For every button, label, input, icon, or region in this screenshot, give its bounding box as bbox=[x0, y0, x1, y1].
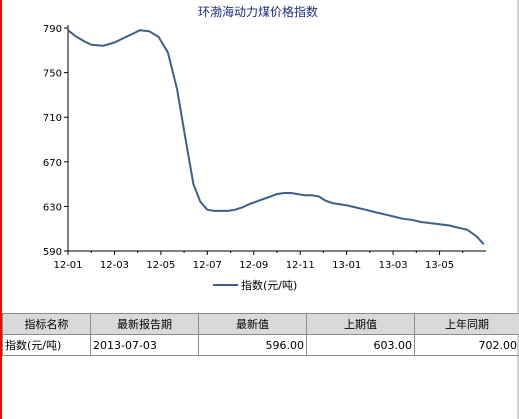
header-previous-value: 上期值 bbox=[306, 313, 415, 335]
header-latest-period: 最新报告期 bbox=[90, 313, 199, 335]
y-tick-label: 630 bbox=[43, 202, 62, 213]
series-line bbox=[67, 29, 485, 245]
cell-previous-value: 603.00 bbox=[306, 334, 415, 356]
x-ticks: 12-01 12-03 12-05 12-07 12-09 12-11 13-01 13-03… bbox=[53, 251, 464, 271]
x-tick-label: 12-05 bbox=[146, 260, 175, 271]
indicator-table: 指标名称 最新报告期 最新值 上期值 上年同期 指数(元/吨) 2013-07-… bbox=[2, 313, 519, 356]
frame-right-edge bbox=[517, 0, 519, 419]
x-tick-label: 12-03 bbox=[100, 260, 129, 271]
y-tick-label: 710 bbox=[43, 113, 62, 124]
chart-title: 环渤海动力煤价格指数 bbox=[198, 4, 318, 19]
line-chart: 环渤海动力煤价格指数 790 750 710 670 630 590 12-01 12-03… bbox=[43, 4, 486, 292]
header-latest-value: 最新值 bbox=[198, 313, 307, 335]
x-tick-label: 12-07 bbox=[193, 260, 222, 271]
x-tick-label: 12-09 bbox=[239, 260, 268, 271]
header-year-ago-value: 上年同期 bbox=[414, 313, 519, 335]
cell-latest-period: 2013-07-03 bbox=[90, 334, 199, 356]
cell-latest-value: 596.00 bbox=[198, 334, 307, 356]
x-tick-label: 12-11 bbox=[286, 260, 315, 271]
cell-indicator-name: 指数(元/吨) bbox=[2, 334, 91, 356]
header-indicator-name: 指标名称 bbox=[2, 313, 91, 335]
y-ticks: 790 750 710 670 630 590 bbox=[43, 24, 68, 258]
table-row: 指数(元/吨) 2013-07-03 596.00 603.00 702.00 bbox=[2, 334, 519, 356]
cell-year-ago-value: 702.00 bbox=[414, 334, 519, 356]
x-tick-label: 13-05 bbox=[425, 260, 454, 271]
x-tick-label: 13-01 bbox=[332, 260, 361, 271]
y-tick-label: 670 bbox=[43, 158, 62, 169]
y-tick-label: 590 bbox=[43, 247, 62, 258]
legend-label: 指数(元/吨) bbox=[241, 278, 297, 292]
table-header-row: 指标名称 最新报告期 最新值 上期值 上年同期 bbox=[2, 313, 519, 335]
x-tick-label: 12-01 bbox=[53, 260, 82, 271]
y-tick-label: 790 bbox=[43, 24, 62, 35]
x-tick-label: 13-03 bbox=[379, 260, 408, 271]
legend: 指数(元/吨) bbox=[213, 278, 297, 292]
y-tick-label: 750 bbox=[43, 69, 62, 80]
